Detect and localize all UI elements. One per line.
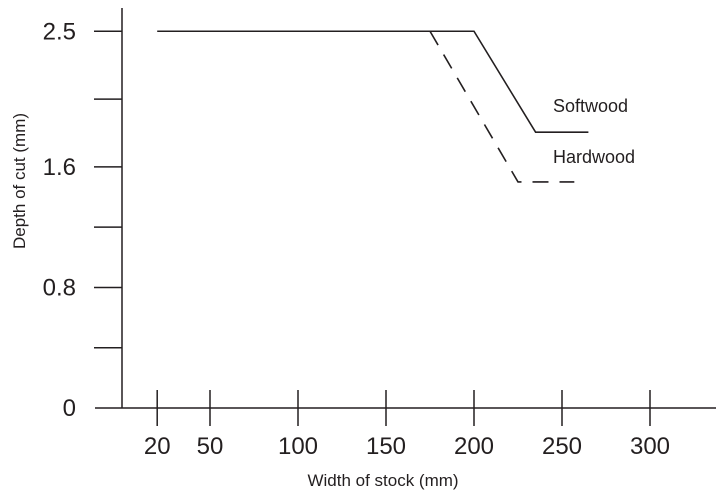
label-layer: Width of stock (mm) Depth of cut (mm) So…	[10, 96, 635, 490]
series-label-softwood: Softwood	[553, 96, 628, 116]
x-tick-label: 100	[278, 433, 318, 460]
x-tick-label: 150	[366, 433, 406, 460]
y-tick-label: 0.8	[43, 274, 76, 301]
series-layer	[157, 30, 589, 183]
axis-layer	[95, 8, 716, 409]
y-tick-label: 2.5	[43, 18, 76, 45]
y-tick-label: 1.6	[43, 154, 76, 181]
series-label-hardwood: Hardwood	[553, 147, 635, 167]
x-tick-label: 200	[454, 433, 494, 460]
x-tick-label: 250	[542, 433, 582, 460]
x-tick-label: 20	[144, 433, 171, 460]
tick-layer: 0 0.8 1.6 2.5 20 50 100 150 200 250 300	[43, 18, 670, 460]
y-tick-label: 0	[63, 395, 76, 422]
y-axis-title: Depth of cut (mm)	[10, 113, 29, 249]
x-axis-title: Width of stock (mm)	[307, 471, 458, 490]
series-line-softwood	[157, 30, 589, 134]
series-line-hardwood	[429, 30, 575, 183]
x-tick-label: 300	[630, 433, 670, 460]
x-tick-label: 50	[197, 433, 224, 460]
